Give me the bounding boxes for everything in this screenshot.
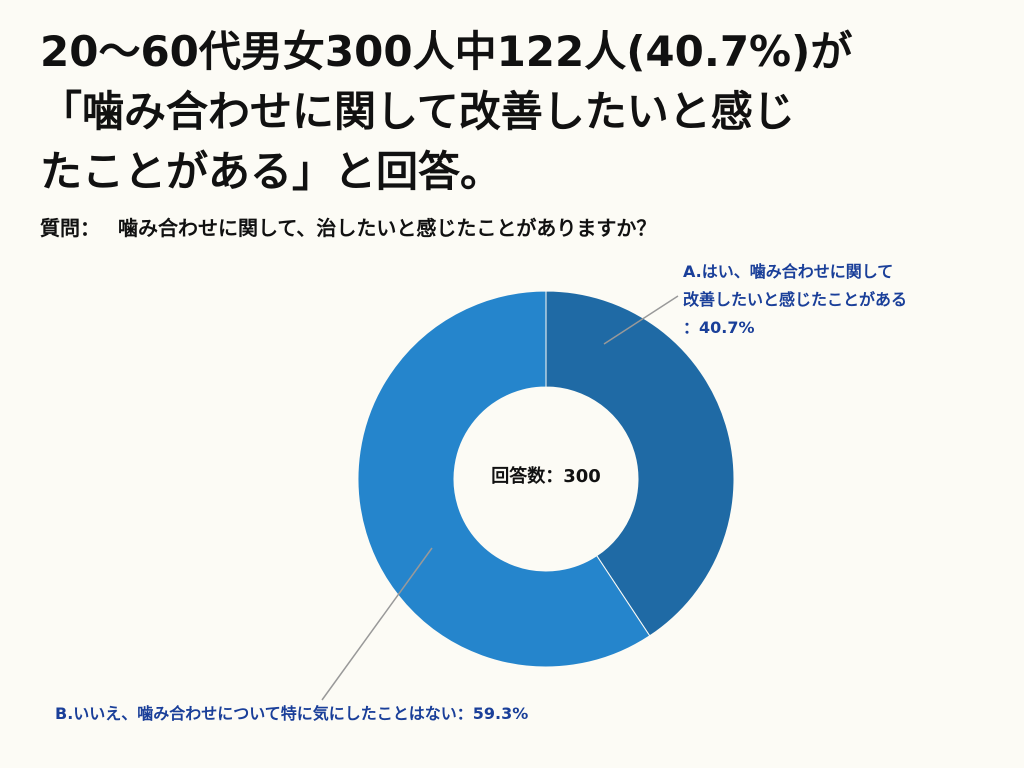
leader-line-b <box>321 547 433 701</box>
donut-center-label: 回答数：300 <box>491 466 601 487</box>
slice-label-a-line-2: 改善したいと感じたことがある <box>683 290 908 309</box>
question-text: 噛み合わせに関して、治したいと感じたことがありますか？ <box>118 216 657 240</box>
headline-line-3: たことがある」と回答。 <box>40 147 503 196</box>
headline-line-1: 20〜60代男女300人中122人(40.7%)が <box>40 27 853 76</box>
headline-line-2: 「噛み合わせに関して改善したいと感じ <box>40 87 795 136</box>
donut-slice-b <box>357 290 651 668</box>
question: 質問： 噛み合わせに関して、治したいと感じたことがありますか？ <box>40 212 656 241</box>
slice-label-a-line-3: ：40.7% <box>683 318 755 337</box>
headline: 20〜60代男女300人中122人(40.7%)が 「噛み合わせに関して改善した… <box>40 22 1000 202</box>
slice-label-b: B.いいえ、噛み合わせについて特に気にしたことはない：59.3% <box>55 700 528 728</box>
slice-label-a: A.はい、噛み合わせに関して 改善したいと感じたことがある ：40.7% <box>683 258 907 342</box>
slice-label-b-line-1: B.いいえ、噛み合わせについて特に気にしたことはない：59.3% <box>55 704 529 723</box>
slice-label-a-line-1: A.はい、噛み合わせに関して <box>683 262 894 281</box>
question-prefix: 質問： <box>40 216 100 240</box>
donut-slice-a <box>545 290 735 637</box>
leader-line-a <box>603 295 679 345</box>
